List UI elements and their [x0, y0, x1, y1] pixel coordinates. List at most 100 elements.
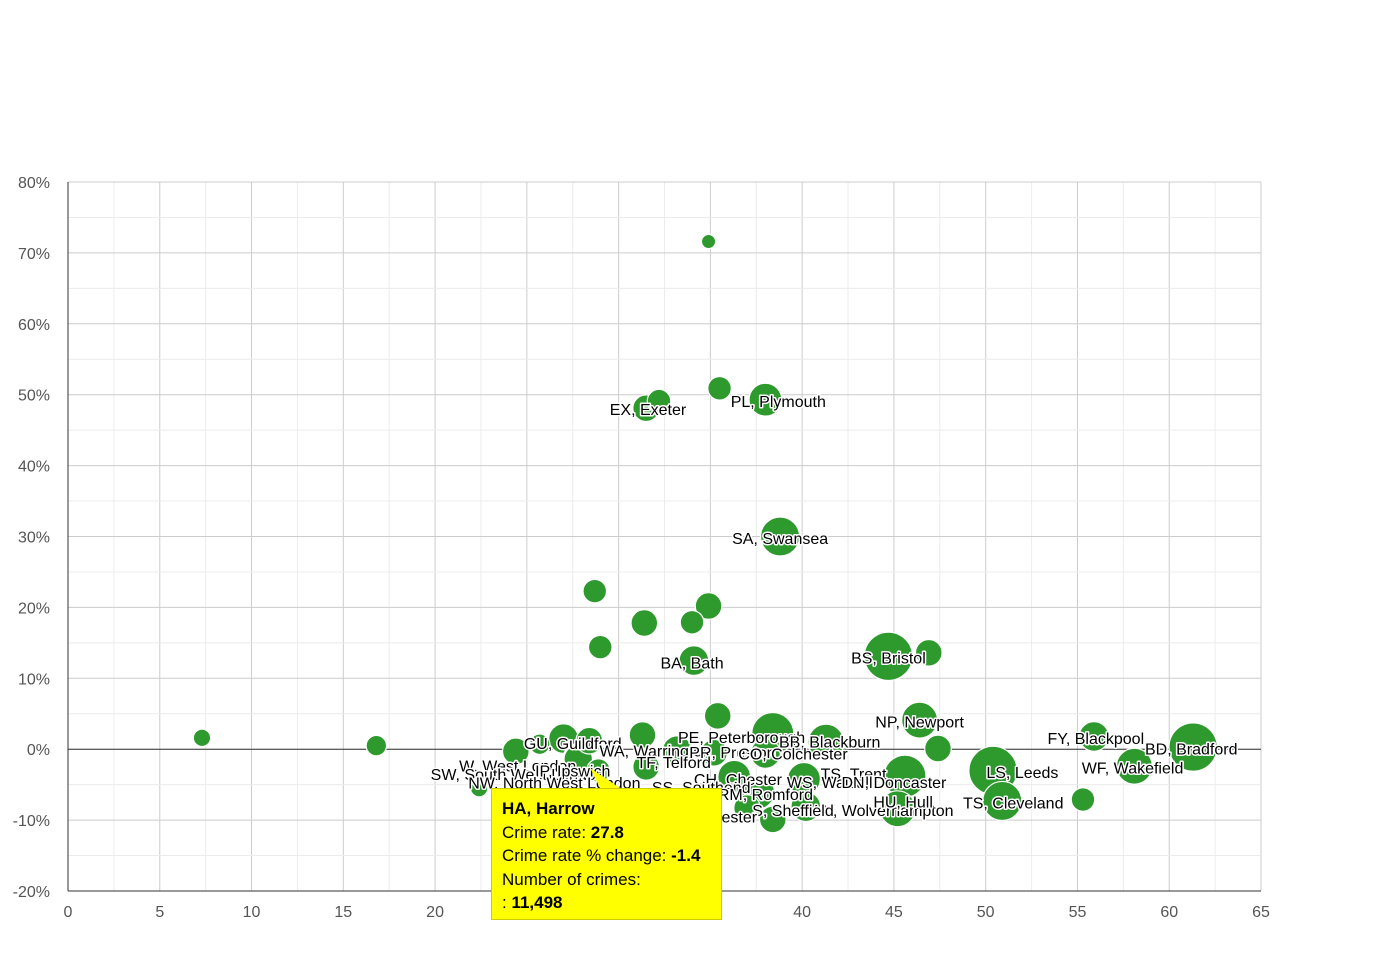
bubble-point [758, 805, 787, 834]
bubble-label: FY, Blackpool [1047, 731, 1144, 748]
bubble-point [733, 794, 761, 822]
bubble-label: HU, Hull [873, 795, 933, 812]
bubble-point [679, 609, 705, 635]
bubble-label: SW, South West London [431, 767, 605, 784]
bubble-label: CH, Chester [694, 772, 783, 789]
bubble-label: EX, Exeter [610, 402, 687, 419]
bubble-labels: EX, Exeter PL, Plymouth SA, Swansea BA, Bat… [429, 393, 1239, 828]
bubble-point [646, 388, 672, 414]
bubble-label: BD, Bradford [1145, 741, 1237, 758]
bubble-label: WV, Wolverhampton [809, 803, 954, 820]
bubble-label: DN, Doncaster [841, 775, 947, 792]
bubble-label: S, Sheffield [752, 803, 834, 820]
bubble-point [790, 791, 822, 823]
y-tick-label: 30% [18, 530, 50, 547]
x-tick-label: 60 [1160, 904, 1178, 921]
tooltip-rate-value: 27.8 [590, 822, 624, 842]
bubble-label: TS, Trent [821, 766, 887, 783]
bubble-point [365, 734, 388, 757]
bubble-point [700, 738, 728, 767]
grid [67, 181, 1262, 892]
tooltip-count-value: 11,498 [511, 893, 563, 912]
bubble-point [1078, 720, 1110, 752]
y-tick-label: 20% [18, 600, 50, 617]
tooltip-pointer-shape [590, 768, 620, 788]
y-tick-label: 80% [18, 175, 50, 192]
bubble-label: TS, Cleveland [963, 795, 1064, 812]
bubble-point [628, 721, 657, 749]
bubble-point [661, 735, 693, 767]
bubble-label: RM, Romford [718, 787, 813, 804]
bubble-point [914, 638, 943, 667]
bubble-point [879, 790, 917, 828]
bubble-label: BA, Bath [660, 656, 723, 673]
tooltip: HA, Harrow Crime rate: 27.8 Crime rate %… [491, 788, 722, 920]
x-tick-label: 20 [426, 904, 444, 921]
bubble-point [1070, 787, 1096, 812]
bubble-point [1168, 722, 1218, 772]
x-tick-label: 40 [793, 904, 811, 921]
bubble-label: CO, Colchester [738, 746, 848, 763]
y-tick-label: -20% [13, 884, 50, 901]
tooltip-title: HA, Harrow [502, 799, 595, 818]
bubble-point [501, 737, 530, 766]
x-tick-label: 45 [885, 904, 903, 921]
y-tick-label: 50% [18, 388, 50, 405]
bubble-point [469, 778, 489, 798]
bubbles [192, 233, 1218, 834]
bubble-point [528, 733, 551, 756]
tooltip-rate-label: Crime rate: [502, 822, 591, 842]
bubble-point [760, 516, 801, 557]
x-tick-label: 55 [1069, 904, 1087, 921]
bubble-label: LS, Leeds [986, 765, 1058, 782]
bubble-point [901, 701, 939, 739]
y-tick-label: 10% [18, 671, 50, 688]
y-tick-label: -10% [13, 813, 50, 830]
bubble-point [632, 753, 661, 781]
bubble-label: PR, Preston [689, 745, 775, 762]
bubble-label: WS, Walsall [787, 775, 873, 792]
y-tick-label: 40% [18, 459, 50, 476]
bubble-label: WA, Warrington [599, 744, 711, 761]
bubble-point [582, 578, 608, 604]
bubble-point [575, 726, 604, 755]
bubble-point [587, 634, 613, 660]
bubble-label: W, West London [459, 759, 576, 776]
x-tick-label: 0 [64, 904, 73, 921]
bubble-label: TF, Telford [636, 755, 710, 772]
bubble-label: SA, Swansea [732, 531, 828, 548]
x-tick-label: 10 [243, 904, 261, 921]
x-tick-label: 65 [1252, 904, 1270, 921]
tooltip-pointer [590, 768, 620, 788]
bubble-point [863, 631, 914, 682]
bubble-point [700, 233, 717, 250]
x-tick-label: 50 [977, 904, 995, 921]
bubble-point [717, 759, 752, 794]
bubble-point [924, 734, 952, 763]
tooltip-change-value: -1.4 [671, 846, 701, 865]
bubble-point [748, 382, 783, 417]
x-tick-label: 5 [155, 904, 164, 921]
tooltip-count-prefix: : [502, 893, 512, 912]
bubble-point [694, 592, 723, 620]
y-tick-label: 60% [18, 317, 50, 334]
bubble-point [982, 780, 1023, 822]
bubble-label: GU, Guildford [524, 736, 622, 753]
bubble-label: NP, Newport [875, 715, 964, 732]
y-tick-label: 0% [27, 742, 50, 759]
bubble-point [192, 728, 212, 748]
bubble-point [678, 645, 710, 677]
bubble-point [749, 738, 781, 769]
bubble-label: BB, Blackburn [779, 734, 880, 751]
x-tick-label: 15 [334, 904, 352, 921]
bubble-label: IP, Ipswich [535, 763, 610, 780]
bubble-label: WF, Wakefield [1082, 761, 1184, 778]
bubble-label: PL, Plymouth [731, 394, 826, 411]
bubble-point [703, 701, 732, 730]
bubble-label: BS, Bristol [851, 651, 926, 668]
bubble-point [707, 375, 732, 401]
bubble-point [630, 609, 659, 637]
bubble-point [807, 723, 845, 761]
bubble-point [1115, 747, 1153, 785]
